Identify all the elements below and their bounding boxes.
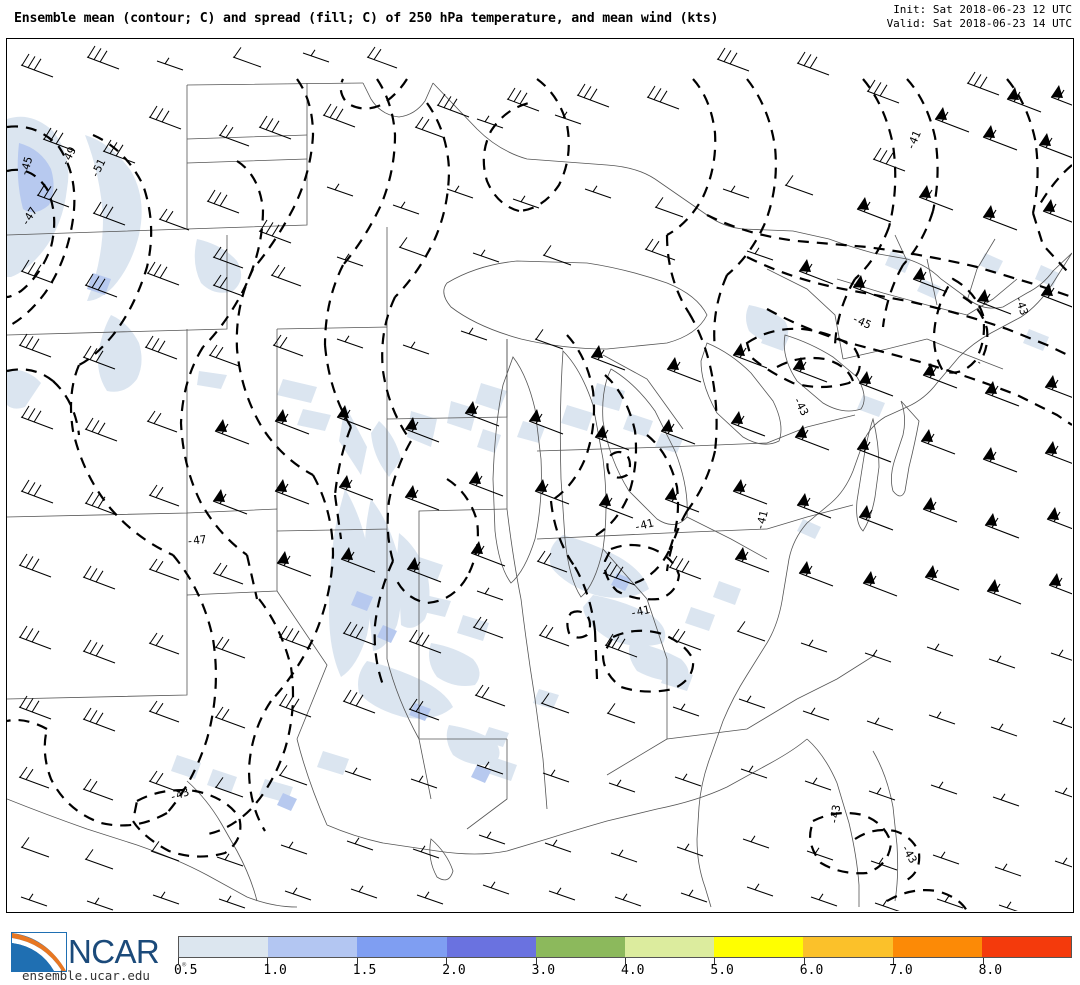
- svg-text:-43: -43: [168, 785, 191, 804]
- colorbar-segment-4: [535, 937, 626, 957]
- colorbar-tick-label-5: 4.0: [621, 963, 645, 978]
- colorbar-tick-label-9: 8.0: [978, 963, 1003, 978]
- geography-layer: [7, 82, 1072, 908]
- ncar-logo-mark: [11, 932, 67, 972]
- colorbar-tick-label-8: 7.0: [889, 963, 913, 978]
- svg-text:-43: -43: [790, 394, 811, 418]
- svg-text:-43: -43: [827, 804, 843, 826]
- plot-footer: NCAR ensemble.ucar.edu ® 0.5 1.0 1.5 2.0 3.0…: [0, 915, 1080, 985]
- colorbar-tick-9: [982, 958, 984, 964]
- svg-text:-41: -41: [904, 129, 924, 152]
- page-title: Ensemble mean (contour; C) and spread (f…: [14, 11, 719, 26]
- map-graphic: -45 -49 -51 -47 -47 -45 -43 -43 -41 -41 …: [7, 45, 1072, 911]
- colorbar-tick-labels: 0.5 1.0 1.5 2.0 3.0 4.0 5.0 6.0 7.0 8.0: [174, 963, 1080, 983]
- svg-text:-45: -45: [850, 312, 873, 332]
- contour-label-layer: -45 -49 -51 -47 -47 -45 -43 -43 -41 -41 …: [17, 129, 1030, 866]
- colorbar-segment-2: [357, 937, 447, 957]
- wind-barb-layer: [18, 45, 1072, 911]
- valid-time: Valid: Sat 2018-06-23 14 UTC: [886, 17, 1072, 30]
- ncar-logo-text: NCAR: [68, 933, 160, 970]
- colorbar-segment-6: [714, 937, 804, 957]
- colorbar-segment-8: [892, 937, 982, 957]
- colorbar-tick-1: [267, 958, 269, 964]
- colorbar-tick-3: [446, 958, 448, 964]
- colorbar-ticks: [178, 958, 1072, 964]
- svg-text:-47: -47: [186, 533, 207, 548]
- colorbar-tick-label-4: 3.0: [531, 963, 556, 978]
- svg-text:-45: -45: [17, 155, 35, 178]
- contour-layer: [7, 78, 1072, 911]
- svg-text:-43: -43: [1012, 294, 1031, 317]
- colorbar-tick-8: [893, 958, 895, 964]
- spread-fill-layer: [7, 116, 1059, 803]
- colorbar-segment-5: [625, 937, 715, 957]
- colorbar-tick-4: [535, 958, 537, 964]
- valid-time-stamp: Init: Sat 2018-06-23 12 UTC Valid: Sat 2…: [887, 3, 1072, 31]
- colorbar-tick-5: [625, 958, 626, 964]
- registered-mark-icon: ®: [182, 961, 187, 969]
- ncar-logo-url[interactable]: ensemble.ucar.edu: [22, 968, 150, 983]
- colorbar-segment-7: [803, 937, 893, 957]
- colorbar[interactable]: [178, 936, 1072, 958]
- colorbar-tick-label-2: 1.5: [352, 963, 377, 978]
- ncar-logo[interactable]: NCAR ensemble.ucar.edu ®: [10, 931, 186, 983]
- svg-text:-41: -41: [633, 516, 655, 533]
- colorbar-tick-7: [803, 958, 805, 964]
- init-time: Init: Sat 2018-06-23 12 UTC: [893, 3, 1072, 16]
- map-canvas[interactable]: -45 -49 -51 -47 -47 -45 -43 -43 -41 -41 …: [6, 38, 1074, 913]
- colorbar-tick-2: [356, 958, 358, 964]
- colorbar-segment-0: [179, 937, 269, 957]
- svg-text:-41: -41: [629, 603, 651, 620]
- colorbar-tick-6: [714, 958, 716, 964]
- plot-header: Ensemble mean (contour; C) and spread (f…: [0, 0, 1080, 40]
- colorbar-tick-label-7: 6.0: [799, 963, 824, 978]
- colorbar-tick-label-1: 1.0: [263, 963, 287, 978]
- colorbar-segment-9: [981, 937, 1072, 957]
- colorbar-segment-3: [446, 937, 536, 957]
- colorbar-tick-label-3: 2.0: [442, 963, 466, 978]
- colorbar-tick-label-6: 5.0: [710, 963, 734, 978]
- colorbar-tick-0: [178, 958, 179, 964]
- colorbar-segment-1: [268, 937, 358, 957]
- colorbar-tick-label-0: 0.5: [174, 963, 198, 978]
- svg-text:-41: -41: [753, 509, 770, 531]
